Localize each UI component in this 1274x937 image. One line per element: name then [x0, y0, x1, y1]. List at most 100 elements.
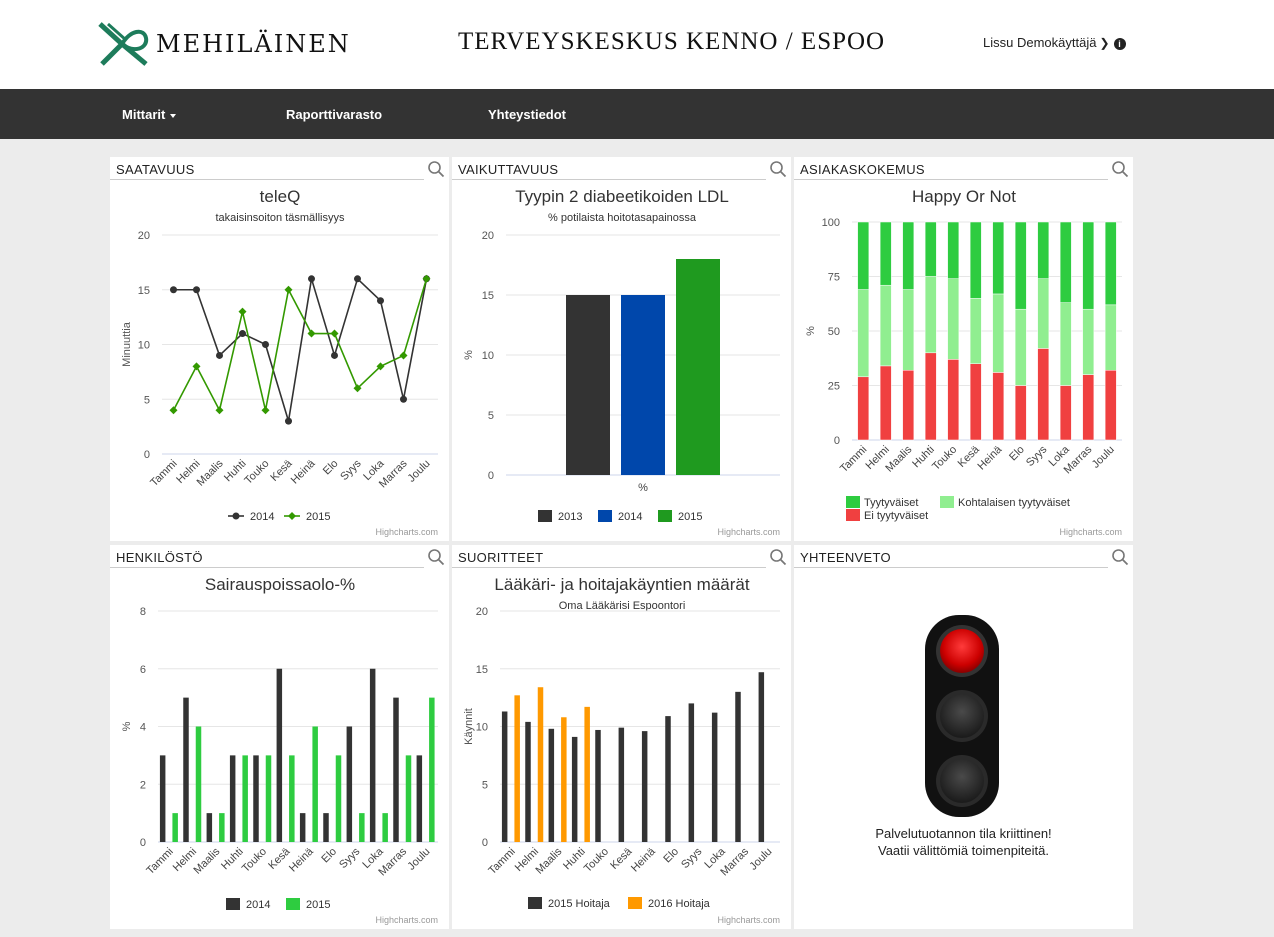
page-title: TERVEYSKESKUS KENNO / ESPOO [458, 28, 886, 55]
y-tick-label: 10 [138, 340, 150, 352]
y-tick-label: 15 [482, 290, 494, 302]
x-tick-label: Heinä [976, 443, 1005, 472]
bar-segment [924, 276, 937, 354]
bar-2015-Hoitaja [688, 703, 695, 842]
y-tick-label: 20 [476, 606, 488, 618]
bar-segment [1104, 304, 1117, 371]
bar-segment [1014, 308, 1027, 386]
brand-logo[interactable]: MEHILÄINEN [96, 20, 356, 68]
search-icon[interactable] [1111, 548, 1129, 566]
bar-2015-Hoitaja [665, 716, 671, 842]
legend-label: 2014 [618, 511, 642, 523]
y-tick-label: 20 [482, 230, 494, 242]
bar-segment [1104, 221, 1117, 306]
x-tick-label: Touko [582, 846, 611, 875]
legend-label: 2015 Hoitaja [548, 898, 611, 910]
bar-segment [902, 221, 915, 290]
bar-2015-Hoitaja [501, 711, 508, 842]
nav-item-label: Mittarit [122, 107, 166, 122]
bar-segment [969, 363, 982, 441]
legend-label: 2015 [306, 899, 330, 911]
y-tick-label: 5 [488, 410, 494, 422]
main-nav: Mittarit Raporttivarasto Yhteystiedot [0, 89, 1274, 139]
panel-title: SUORITTEET [458, 550, 544, 565]
bar-segment [1082, 308, 1095, 375]
chart-title: Happy Or Not [912, 187, 1016, 206]
x-tick-label: Syys [337, 845, 363, 871]
bar-2015 [359, 813, 365, 842]
legend-marker [288, 512, 296, 520]
y-axis-label: Käynnit [463, 708, 475, 745]
x-tick-label: Heinä [289, 457, 318, 486]
bar-segment [1082, 374, 1095, 441]
search-icon[interactable] [1111, 160, 1129, 178]
bar-2015 [405, 755, 412, 842]
bar-segment [902, 369, 915, 441]
chart-credits: Highcharts.com [375, 915, 438, 925]
bar-2016-Hoitaja [561, 717, 567, 842]
chart-sairauspoissaolo: Sairauspoissaolo-%02468%TammiHelmiMaalis… [121, 575, 438, 925]
search-icon[interactable] [769, 548, 787, 566]
bar-segment [1037, 221, 1050, 279]
bar-2015 [242, 755, 248, 842]
search-icon[interactable] [769, 160, 787, 178]
bar-segment [902, 289, 915, 371]
chart-happy-or-not: Happy Or Not0255075100%TammiHelmiMaalisH… [805, 187, 1122, 537]
y-tick-label: 0 [140, 837, 146, 849]
bar-segment [947, 278, 960, 360]
search-icon[interactable] [427, 548, 445, 566]
y-tick-label: 75 [828, 272, 840, 284]
bar-2014 [276, 668, 283, 842]
nav-item-mittarit[interactable]: Mittarit [122, 107, 177, 122]
y-tick-label: 10 [476, 722, 488, 734]
panel-yhteenveto: YHTEENVETO Palvelutuotannon tila kriitti… [794, 545, 1133, 929]
panel-divider [110, 567, 424, 568]
legend-swatch [528, 897, 542, 909]
y-tick-label: 25 [828, 381, 840, 393]
bar-2014 [323, 813, 329, 842]
bar-2015 [195, 726, 202, 842]
bar-2015-Hoitaja [711, 712, 718, 842]
user-menu[interactable]: Lissu Demokäyttäjä ❯ i [983, 35, 1126, 50]
data-point-2015 [192, 362, 201, 371]
nav-item-raporttivarasto[interactable]: Raporttivarasto [286, 107, 382, 122]
y-tick-label: 0 [834, 435, 840, 447]
green-lamp [940, 759, 984, 803]
data-point-2015 [376, 362, 385, 371]
search-icon[interactable] [427, 160, 445, 178]
y-axis-label: % [121, 721, 133, 731]
yellow-lamp [940, 694, 984, 738]
bar-segment [992, 293, 1005, 373]
bar-2015-Hoitaja [548, 728, 555, 842]
bar-2013 [566, 295, 610, 475]
data-point-2015 [330, 329, 339, 338]
bar-2014 [393, 697, 399, 842]
header: MEHILÄINEN TERVEYSKESKUS KENNO / ESPOO L… [0, 0, 1274, 89]
panel-henkilosto: HENKILÖSTÖ Sairauspoissaolo-% 0 2 4 6 8% Tammi… [110, 545, 449, 929]
data-point-2015 [307, 329, 316, 338]
y-tick-label: 50 [828, 326, 840, 338]
x-tick-label: Syys [679, 845, 705, 871]
y-tick-label: 0 [482, 837, 488, 849]
chevron-down-icon[interactable]: ❯ [1099, 36, 1110, 50]
bar-2015-Hoitaja [618, 727, 625, 842]
chart-credits: Highcharts.com [717, 527, 780, 537]
panel-divider [452, 567, 766, 568]
status-line-2: Vaatii välittömiä toimenpiteitä. [877, 843, 1049, 858]
panel-divider [794, 179, 1108, 180]
bar-2014 [299, 813, 306, 842]
data-point-2015 [261, 406, 270, 415]
y-axis-label: % [805, 326, 817, 336]
nav-item-yhteystiedot[interactable]: Yhteystiedot [488, 107, 566, 122]
panel-asiakaskokemus: ASIAKASKOKEMUS Happy Or Not 0 25 50 75 100% Ta… [794, 157, 1133, 541]
bar-2015-Hoitaja [641, 731, 648, 842]
y-tick-label: 5 [482, 779, 488, 791]
chart-ldl: Tyypin 2 diabeetikoiden LDL % potilaista … [463, 187, 780, 537]
bar-segment [879, 284, 892, 367]
bar-segment [1037, 348, 1050, 441]
legend-swatch [538, 510, 552, 522]
info-icon[interactable]: i [1113, 37, 1126, 50]
bar-2014 [346, 726, 353, 842]
y-tick-label: 15 [476, 664, 488, 676]
data-point-2014 [193, 286, 200, 294]
